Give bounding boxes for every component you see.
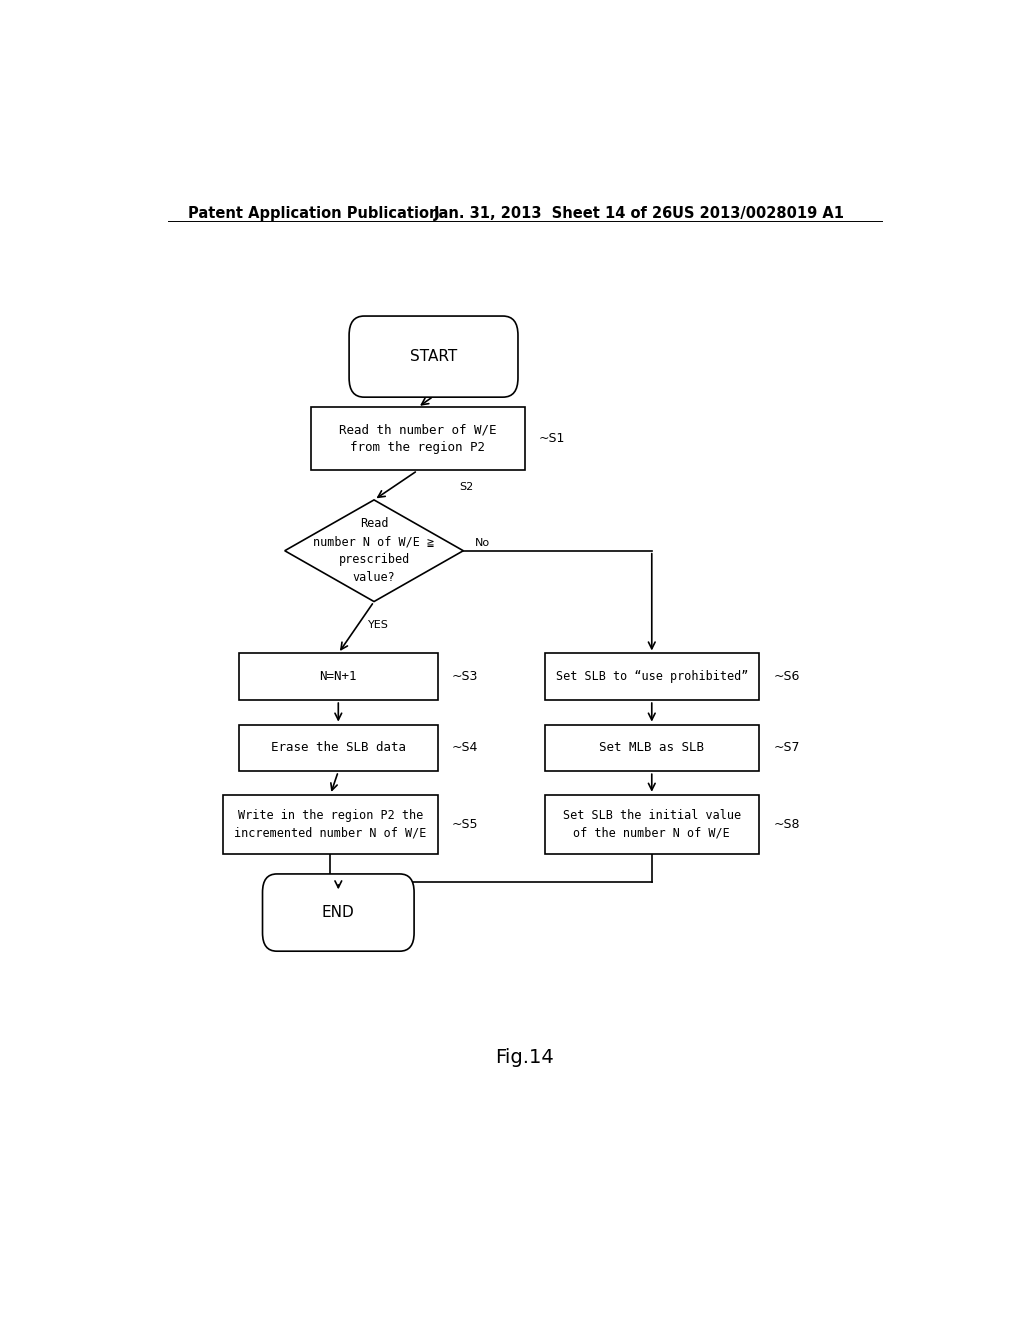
Text: YES: YES	[368, 620, 388, 630]
Bar	[240, 653, 437, 700]
FancyBboxPatch shape	[349, 315, 518, 397]
Text: ~S5: ~S5	[452, 817, 478, 830]
Bar	[310, 408, 525, 470]
Text: Read
number N of W/E ≧
prescribed
value?: Read number N of W/E ≧ prescribed value?	[313, 517, 434, 585]
Bar	[545, 653, 759, 700]
Text: ~S3: ~S3	[452, 671, 478, 684]
FancyBboxPatch shape	[262, 874, 414, 952]
Text: ~S4: ~S4	[452, 742, 478, 755]
Text: ~S1: ~S1	[539, 433, 565, 445]
Text: END: END	[322, 906, 354, 920]
Text: S2: S2	[460, 482, 473, 492]
Text: Read th number of W/E
from the region P2: Read th number of W/E from the region P2	[339, 424, 497, 454]
Text: Set SLB to “use prohibited”: Set SLB to “use prohibited”	[556, 671, 748, 684]
Text: ~S7: ~S7	[773, 742, 800, 755]
Text: Erase the SLB data: Erase the SLB data	[270, 742, 406, 755]
Bar	[545, 795, 759, 854]
Text: US 2013/0028019 A1: US 2013/0028019 A1	[672, 206, 844, 222]
Text: Fig.14: Fig.14	[496, 1048, 554, 1068]
Text: Write in the region P2 the
incremented number N of W/E: Write in the region P2 the incremented n…	[234, 809, 427, 840]
Bar	[223, 795, 437, 854]
Text: ~S6: ~S6	[773, 671, 800, 684]
Text: No: No	[475, 537, 490, 548]
Polygon shape	[285, 500, 463, 602]
Text: Set SLB the initial value
of the number N of W/E: Set SLB the initial value of the number …	[563, 809, 740, 840]
Text: Set MLB as SLB: Set MLB as SLB	[599, 742, 705, 755]
Bar	[545, 725, 759, 771]
Text: N=N+1: N=N+1	[319, 671, 357, 684]
Text: Patent Application Publication: Patent Application Publication	[187, 206, 439, 222]
Bar	[240, 725, 437, 771]
Text: START: START	[410, 348, 457, 364]
Text: Jan. 31, 2013  Sheet 14 of 26: Jan. 31, 2013 Sheet 14 of 26	[433, 206, 673, 222]
Text: ~S8: ~S8	[773, 817, 800, 830]
